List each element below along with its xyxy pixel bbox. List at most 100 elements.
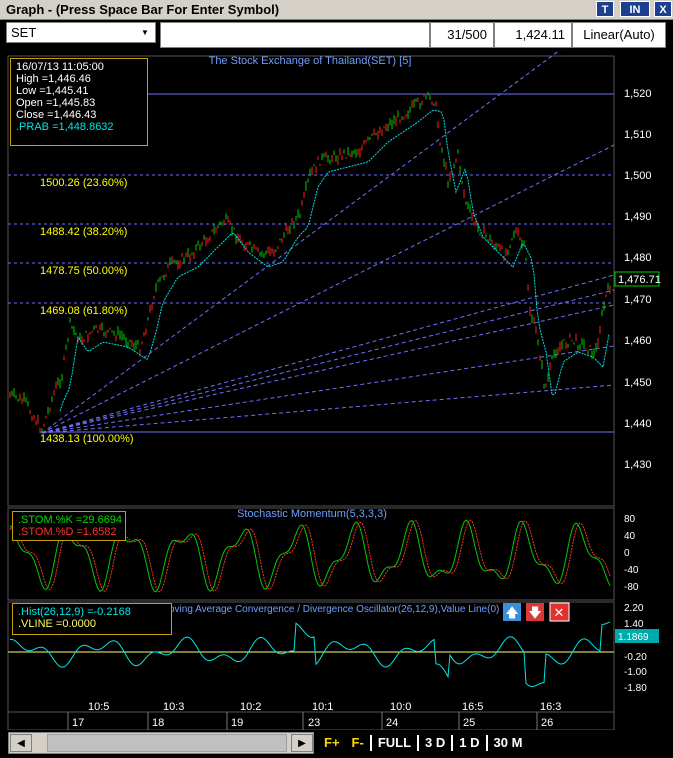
- period-30m-button[interactable]: 30 M: [485, 735, 529, 751]
- in-button[interactable]: IN: [620, 1, 650, 17]
- fib-label-236: 1500.26 (23.60%): [40, 177, 127, 189]
- title-bar: Graph - (Press Space Bar For Enter Symbo…: [0, 0, 673, 20]
- period-3d-button[interactable]: 3 D: [417, 735, 451, 751]
- stoch-d-value: .STOM.%D =1.6582: [18, 526, 117, 538]
- t-button[interactable]: T: [596, 1, 614, 17]
- macd-current-label: 1.1869: [618, 632, 649, 643]
- price-tick: 1,500: [624, 170, 652, 182]
- time-label: 10:2: [240, 701, 261, 713]
- last-price: 1,424.11: [494, 22, 572, 48]
- toolbar: SET ▼ 31/500 1,424.11 Linear(Auto): [0, 20, 673, 50]
- time-label: 16:5: [462, 701, 483, 713]
- stoch-panel-frame: [7, 507, 615, 601]
- macd-tick: -1.80: [624, 683, 647, 694]
- stoch-tick: 80: [624, 514, 636, 525]
- info-datetime: 16/07/13 11:05:00: [16, 61, 104, 73]
- macd-tick: 1.40: [624, 619, 644, 630]
- up-arrow-icon: 🡅: [505, 606, 518, 621]
- stoch-tick: 40: [624, 531, 636, 542]
- move-up-button[interactable]: [503, 603, 521, 621]
- fib-label-500: 1478.75 (50.00%): [40, 265, 127, 277]
- price-tick: 1,440: [624, 418, 652, 430]
- chart-canvas[interactable]: The Stock Exchange of Thailand(SET) [5] …: [0, 50, 673, 730]
- stoch-info-box: .STOM.%K =29.6694 .STOM.%D =1.6582: [12, 511, 126, 541]
- macd-tick: 2.20: [624, 603, 644, 614]
- stoch-tick: 0: [624, 548, 630, 559]
- ohlc-info-box: 16/07/13 11:05:00 High =1,446.46 Low =1,…: [10, 58, 148, 146]
- period-1d-button[interactable]: 1 D: [451, 735, 485, 751]
- close-button[interactable]: X: [654, 1, 672, 17]
- stoch-title: Stochastic Momentum(5,3,3,3): [237, 508, 387, 520]
- period-buttons: F+ F- FULL 3 D 1 D 30 M: [318, 732, 528, 754]
- fib-fan-lines: [41, 50, 615, 434]
- info-close: Close =1,446.43: [16, 109, 97, 121]
- date-label: 19: [231, 717, 243, 729]
- chart-area[interactable]: The Stock Exchange of Thailand(SET) [5] …: [0, 50, 673, 730]
- time-label: 10:0: [390, 701, 411, 713]
- macd-hist-value: .Hist(26,12,9) =-0.2168: [18, 606, 131, 618]
- move-down-button[interactable]: [526, 603, 544, 621]
- price-tick: 1,480: [624, 252, 652, 264]
- chart-title: The Stock Exchange of Thailand(SET) [5]: [209, 55, 412, 67]
- window-title: Graph - (Press Space Bar For Enter Symbo…: [6, 2, 280, 17]
- prab-line: [59, 109, 610, 412]
- macd-vline-value: .VLINE =0.0000: [18, 618, 96, 630]
- time-label: 16:3: [540, 701, 561, 713]
- time-label: 10:3: [163, 701, 184, 713]
- time-axis: [7, 711, 615, 730]
- scroll-right-icon[interactable]: ▶: [291, 734, 313, 752]
- price-tick: 1,520: [624, 88, 652, 100]
- current-price-label: 1,476.71: [618, 274, 661, 286]
- macd-info-box: .Hist(26,12,9) =-0.2168 .VLINE =0.0000: [12, 603, 172, 635]
- current-price-marker: [614, 271, 660, 287]
- date-label: 24: [386, 717, 398, 729]
- scroll-thumb[interactable]: [47, 734, 287, 752]
- stoch-k-value: .STOM.%K =29.6694: [18, 514, 123, 526]
- stoch-d-line: [9, 519, 611, 593]
- time-label: 10:1: [312, 701, 333, 713]
- macd-line: [9, 621, 611, 688]
- down-arrow-icon: 🡇: [528, 606, 541, 621]
- period-full-button[interactable]: FULL: [369, 735, 417, 751]
- horizontal-scrollbar[interactable]: ◀ ▶: [8, 732, 314, 754]
- fib-label-100: 1438.13 (100.00%): [40, 433, 134, 445]
- macd-tick: -0.20: [624, 652, 647, 663]
- macd-tick: -1.00: [624, 667, 647, 678]
- price-panel-frame: [7, 55, 615, 507]
- dropdown-arrow-icon[interactable]: ▼: [141, 28, 149, 37]
- candlestick-series: [9, 91, 611, 434]
- price-tick: 1,460: [624, 335, 652, 347]
- date-label: 17: [72, 717, 84, 729]
- stoch-tick: -80: [624, 582, 639, 593]
- price-tick: 1,510: [624, 129, 652, 141]
- stoch-k-line: [9, 519, 611, 593]
- date-label: 23: [308, 717, 320, 729]
- symbol-value: SET: [11, 25, 37, 40]
- price-tick: 1,490: [624, 211, 652, 223]
- record-count: 31/500: [430, 22, 494, 48]
- scale-mode-button[interactable]: Linear(Auto): [572, 22, 666, 48]
- scroll-left-icon[interactable]: ◀: [10, 734, 32, 752]
- symbol-select[interactable]: SET ▼: [6, 22, 156, 43]
- price-tick: 1,430: [624, 459, 652, 471]
- remove-indicator-button[interactable]: [549, 602, 570, 622]
- stoch-tick: -40: [624, 565, 639, 576]
- info-high: High =1,446.46: [16, 73, 91, 85]
- zoom-out-button[interactable]: F-: [351, 735, 364, 750]
- date-label: 26: [541, 717, 553, 729]
- fib-label-618: 1469.08 (61.80%): [40, 305, 127, 317]
- macd-title: Moving Average Convergence / Divergence …: [161, 604, 500, 615]
- info-open: Open =1,445.83: [16, 97, 96, 109]
- spacer-field: [160, 22, 430, 48]
- bottom-bar: ◀ ▶ F+ F- FULL 3 D 1 D 30 M: [0, 730, 673, 758]
- time-label: 10:5: [88, 701, 109, 713]
- info-prab: .PRAB =1,448.8632: [16, 121, 114, 133]
- price-tick: 1,450: [624, 377, 652, 389]
- close-icon: ✕: [554, 606, 565, 621]
- date-label: 18: [152, 717, 164, 729]
- price-tick: 1,470: [624, 294, 652, 306]
- macd-current-marker: [615, 629, 659, 643]
- zoom-in-button[interactable]: F+: [324, 735, 340, 750]
- date-label: 25: [463, 717, 475, 729]
- info-low: Low =1,445.41: [16, 85, 89, 97]
